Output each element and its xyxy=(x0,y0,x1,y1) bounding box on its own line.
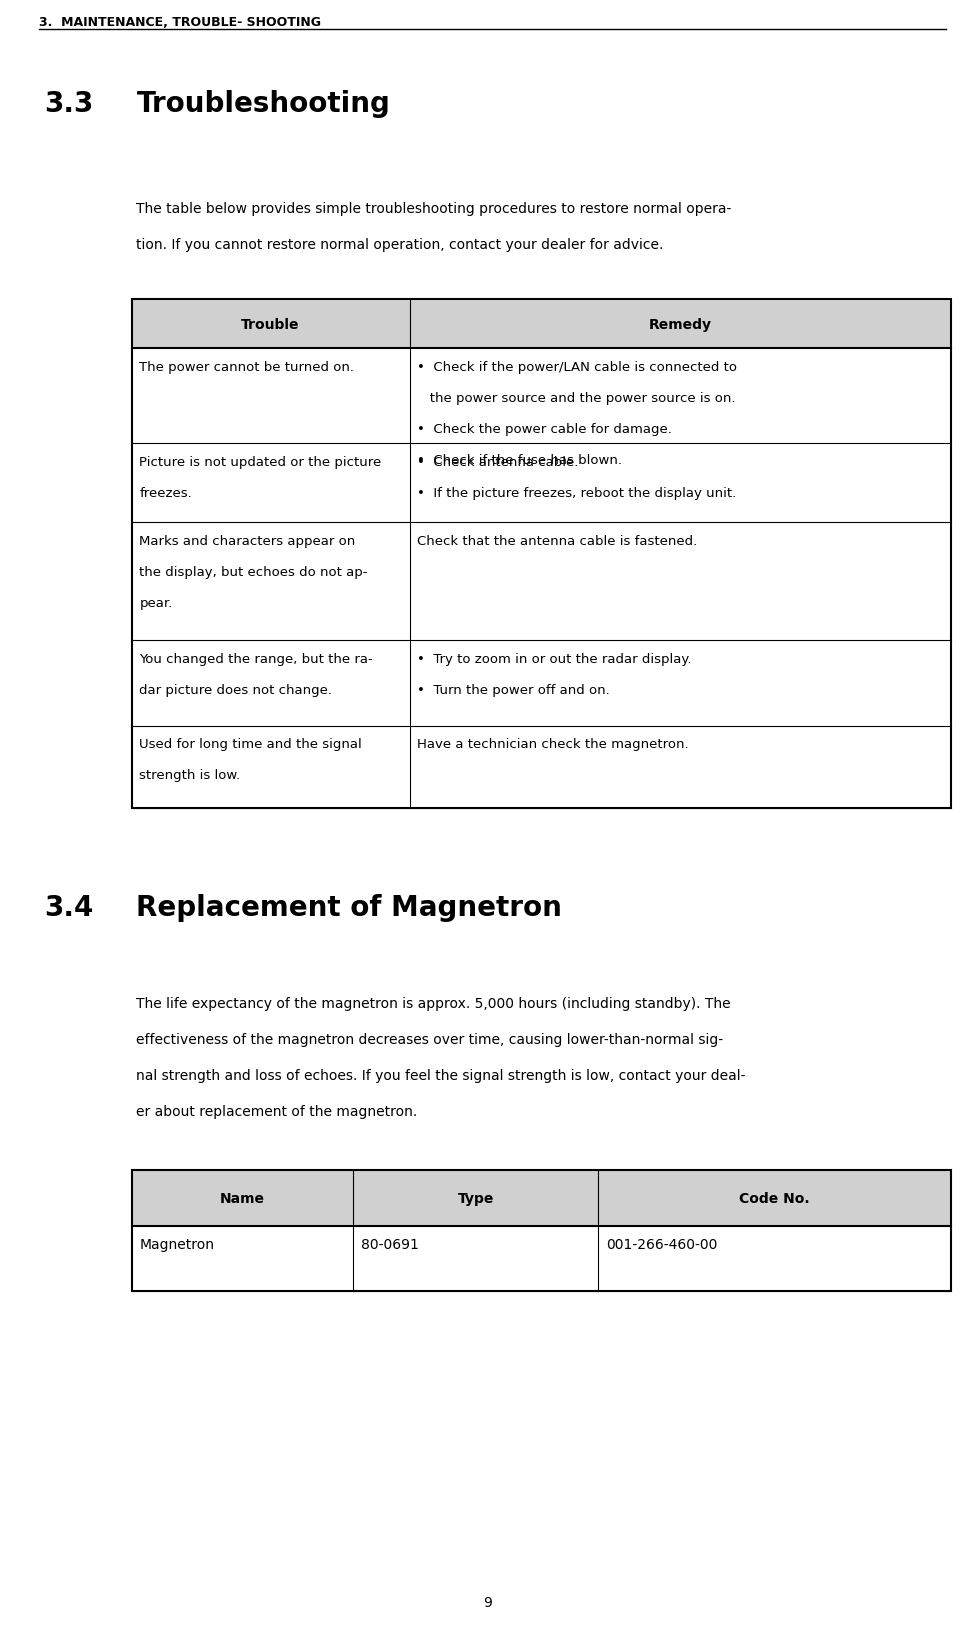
Text: er about replacement of the magnetron.: er about replacement of the magnetron. xyxy=(136,1105,417,1119)
Text: Check that the antenna cable is fastened.: Check that the antenna cable is fastened… xyxy=(417,534,697,547)
Text: You changed the range, but the ra-: You changed the range, but the ra- xyxy=(139,652,373,665)
Bar xyxy=(132,1226,951,1292)
Text: Have a technician check the magnetron.: Have a technician check the magnetron. xyxy=(417,738,689,751)
Text: •  Check if the power/LAN cable is connected to: • Check if the power/LAN cable is connec… xyxy=(417,361,737,374)
Text: pear.: pear. xyxy=(139,597,173,610)
Text: dar picture does not change.: dar picture does not change. xyxy=(139,683,332,697)
Bar xyxy=(132,300,951,349)
Bar xyxy=(132,444,951,523)
Text: strength is low.: strength is low. xyxy=(139,769,241,782)
Bar xyxy=(132,1170,951,1292)
Text: tion. If you cannot restore normal operation, contact your dealer for advice.: tion. If you cannot restore normal opera… xyxy=(136,238,664,252)
Bar xyxy=(132,349,951,444)
Bar xyxy=(132,641,951,726)
Text: Name: Name xyxy=(219,1192,264,1205)
Text: 001-266-460-00: 001-266-460-00 xyxy=(606,1237,718,1252)
Text: the display, but echoes do not ap-: the display, but echoes do not ap- xyxy=(139,565,368,579)
Text: •  Check the power cable for damage.: • Check the power cable for damage. xyxy=(417,423,672,436)
Text: Remedy: Remedy xyxy=(648,318,712,331)
Text: freezes.: freezes. xyxy=(139,487,192,500)
Text: Marks and characters appear on: Marks and characters appear on xyxy=(139,534,356,547)
Text: the power source and the power source is on.: the power source and the power source is… xyxy=(417,392,736,405)
Text: Troubleshooting: Troubleshooting xyxy=(136,90,390,118)
Text: •  Check if the fuse has blown.: • Check if the fuse has blown. xyxy=(417,454,622,467)
Bar xyxy=(132,300,951,808)
Text: nal strength and loss of echoes. If you feel the signal strength is low, contact: nal strength and loss of echoes. If you … xyxy=(136,1069,746,1083)
Text: •  Turn the power off and on.: • Turn the power off and on. xyxy=(417,683,610,697)
Text: The table below provides simple troubleshooting procedures to restore normal ope: The table below provides simple troubles… xyxy=(136,202,732,216)
Text: 3.  MAINTENANCE, TROUBLE- SHOOTING: 3. MAINTENANCE, TROUBLE- SHOOTING xyxy=(39,16,321,30)
Text: Type: Type xyxy=(457,1192,493,1205)
Text: The life expectancy of the magnetron is approx. 5,000 hours (including standby).: The life expectancy of the magnetron is … xyxy=(136,997,731,1011)
Text: 3.3: 3.3 xyxy=(44,90,94,118)
Text: Trouble: Trouble xyxy=(241,318,299,331)
Text: •  Try to zoom in or out the radar display.: • Try to zoom in or out the radar displa… xyxy=(417,652,692,665)
Text: 80-0691: 80-0691 xyxy=(361,1237,418,1252)
Text: Replacement of Magnetron: Replacement of Magnetron xyxy=(136,893,563,921)
Text: Used for long time and the signal: Used for long time and the signal xyxy=(139,738,362,751)
Text: •  If the picture freezes, reboot the display unit.: • If the picture freezes, reboot the dis… xyxy=(417,487,736,500)
Text: •  Check antenna cable.: • Check antenna cable. xyxy=(417,456,579,469)
Bar xyxy=(132,1170,951,1226)
Bar xyxy=(132,523,951,641)
Text: Code No.: Code No. xyxy=(739,1192,810,1205)
Text: 3.4: 3.4 xyxy=(44,893,94,921)
Text: The power cannot be turned on.: The power cannot be turned on. xyxy=(139,361,355,374)
Text: 9: 9 xyxy=(483,1595,492,1609)
Bar xyxy=(132,726,951,808)
Text: effectiveness of the magnetron decreases over time, causing lower-than-normal si: effectiveness of the magnetron decreases… xyxy=(136,1033,723,1047)
Text: Magnetron: Magnetron xyxy=(139,1237,214,1252)
Text: Picture is not updated or the picture: Picture is not updated or the picture xyxy=(139,456,381,469)
